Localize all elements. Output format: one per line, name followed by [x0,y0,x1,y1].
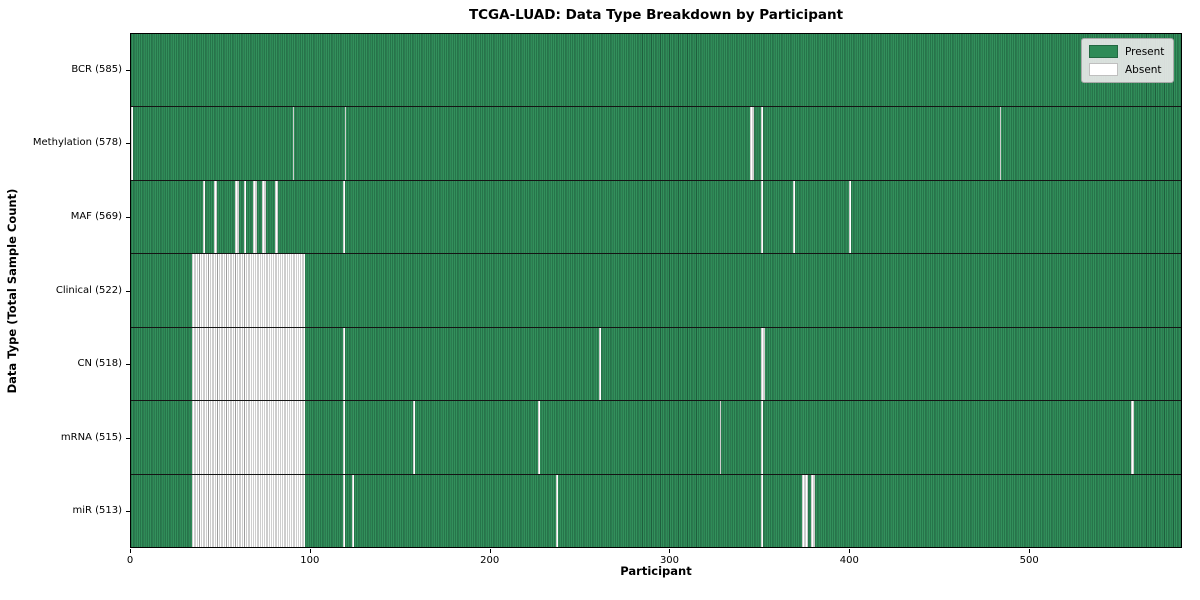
y-tick-mark [126,290,130,292]
y-tick-label-mir: miR (513) [72,505,122,517]
x-tick-mark [1029,549,1031,553]
chart-title: TCGA-LUAD: Data Type Breakdown by Partic… [468,7,844,23]
absent-block [761,180,763,254]
legend-label-absent: Absent [1125,63,1162,76]
absent-block [802,474,808,547]
y-tick-label-cn: CN (518) [77,358,122,370]
absent-block [192,254,306,327]
absent-block [131,107,133,180]
absent-block [761,401,763,474]
absent-block [761,474,763,547]
absent-block [192,401,306,474]
absent-block [1130,401,1135,474]
absent-block [192,474,306,547]
heatmap-row-bcr [131,34,1181,108]
x-axis-label: Participant [620,564,692,578]
absent-block [761,107,763,180]
absent-block [202,180,205,254]
absent-block [556,474,559,547]
heatmap-row-cn [131,327,1181,402]
x-tick-label-500: 500 [1019,555,1039,566]
absent-block [244,180,246,254]
absent-block [342,327,345,401]
y-tick-label-methylation: Methylation (578) [32,137,122,149]
absent-swatch-icon [1089,63,1118,76]
heatmap-row-methylation [131,107,1181,181]
absent-block [342,474,345,547]
absent-block [253,180,257,254]
x-tick-label-100: 100 [300,555,320,566]
absent-block [342,401,345,474]
absent-block [274,180,279,254]
x-tick-mark [130,549,131,553]
y-tick-label-maf: MAF (569) [70,210,122,222]
legend-item-absent: Absent [1089,63,1165,76]
y-tick-label-mrna: mRNA (515) [60,431,122,443]
absent-block [412,401,415,474]
absent-block [750,107,754,180]
absent-block [761,327,765,401]
present-swatch-icon [1089,45,1118,58]
y-tick-mark [126,511,130,513]
heatmap-row-mrna [131,401,1181,475]
x-tick-label-300: 300 [659,555,680,566]
y-tick-mark [126,216,130,218]
heatmap-row-maf [131,180,1181,255]
absent-block [848,180,851,254]
legend-item-present: Present [1089,45,1165,58]
absent-block [999,107,1002,180]
x-tick-label-400: 400 [839,555,859,566]
absent-block [344,107,347,180]
absent-block [235,180,239,254]
x-tick-label-0: 0 [126,555,134,566]
absent-block [793,180,796,254]
absent-block [262,180,266,254]
x-tick-mark [669,549,671,553]
x-tick-mark [849,549,851,553]
x-tick-mark [309,549,311,553]
heatmap-row-mir [131,474,1181,547]
y-tick-label-bcr: BCR (585) [71,63,122,75]
plot-area [130,33,1182,548]
y-tick-mark [126,143,130,145]
absent-block [811,474,815,547]
heatmap-row-clinical [131,254,1181,328]
y-tick-mark [126,364,130,366]
absent-block [213,180,218,254]
absent-block [351,474,354,547]
absent-block [192,327,306,401]
absent-block [538,401,541,474]
absent-block [292,107,295,180]
absent-block [599,327,602,401]
x-tick-label-200: 200 [480,555,500,566]
legend: Present Absent [1081,38,1174,83]
x-tick-mark [489,549,491,553]
y-tick-mark [126,437,130,439]
absent-block [719,401,722,474]
legend-label-present: Present [1125,45,1165,58]
y-tick-label-clinical: Clinical (522) [55,284,122,296]
absent-block [342,180,345,254]
y-tick-mark [126,69,130,71]
